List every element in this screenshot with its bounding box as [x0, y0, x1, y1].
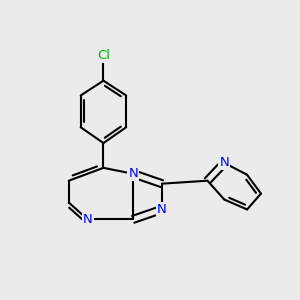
Text: Cl: Cl: [97, 50, 110, 62]
Text: N: N: [157, 203, 167, 216]
Text: N: N: [128, 167, 138, 180]
Text: N: N: [83, 213, 92, 226]
Text: N: N: [219, 156, 229, 170]
